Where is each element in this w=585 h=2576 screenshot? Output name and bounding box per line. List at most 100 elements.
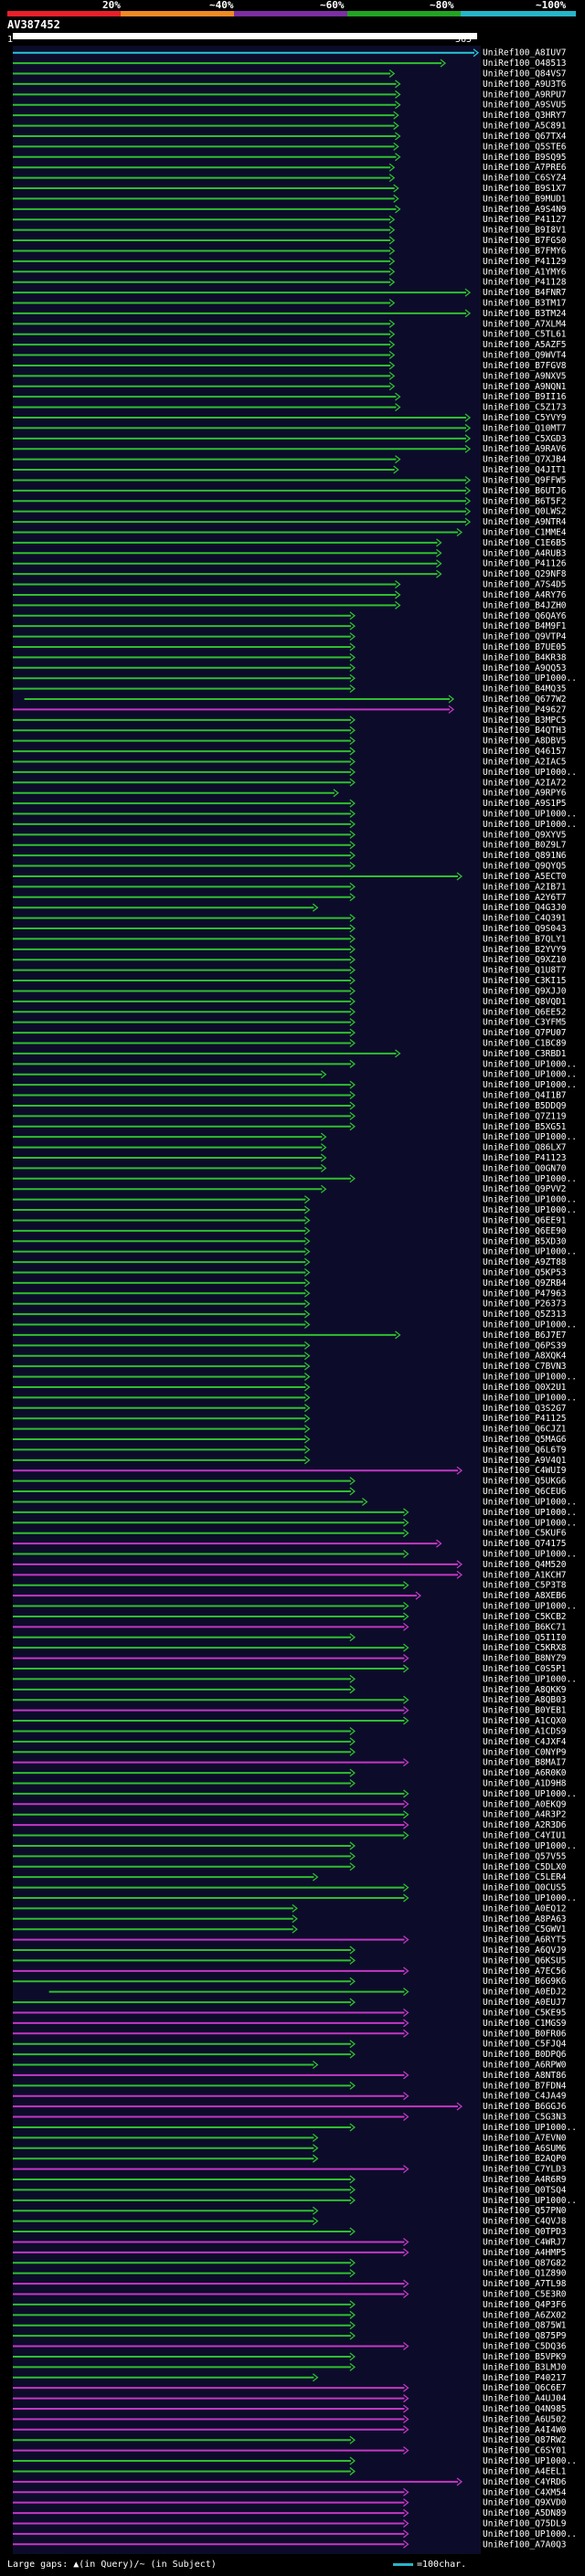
hit-label[interactable]: UniRef100_Q29NF8 (483, 569, 567, 579)
hit-row[interactable]: UniRef100_C5YVY9 (13, 413, 567, 423)
hit-row[interactable]: UniRef100_UP1000.. (13, 2196, 577, 2206)
hit-label[interactable]: UniRef100_C4YRD6 (483, 2477, 567, 2487)
hit-row[interactable]: UniRef100_UP1000.. (13, 1841, 577, 1851)
hit-row[interactable]: UniRef100_A2IA72 (13, 778, 567, 788)
hit-row[interactable]: UniRef100_A9V4Q1 (13, 1456, 567, 1466)
hit-label[interactable]: UniRef100_A0EKQ9 (483, 1799, 567, 1809)
hit-row[interactable]: UniRef100_A8DBV5 (13, 737, 567, 747)
hit-row[interactable]: UniRef100_A7S4D5 (13, 580, 567, 590)
hit-label[interactable]: UniRef100_C6SY01 (483, 2446, 567, 2456)
hit-row[interactable]: UniRef100_A4R6R9 (13, 2175, 567, 2185)
hit-label[interactable]: UniRef100_B2YVY9 (483, 945, 567, 955)
hit-row[interactable]: UniRef100_B6T5F2 (13, 496, 567, 506)
hit-label[interactable]: UniRef100_B7FGS0 (483, 236, 567, 246)
hit-label[interactable]: UniRef100_UP1000.. (483, 1132, 577, 1142)
hit-label[interactable]: UniRef100_C7BVN3 (483, 1362, 567, 1372)
hit-row[interactable]: UniRef100_A6ZX02 (13, 2310, 567, 2320)
hit-label[interactable]: UniRef100_A8DBV5 (483, 737, 567, 747)
hit-row[interactable]: UniRef100_P49627 (13, 705, 567, 715)
hit-label[interactable]: UniRef100_C5G3N3 (483, 2113, 567, 2123)
hit-label[interactable]: UniRef100_Q87RW2 (483, 2435, 567, 2445)
hit-row[interactable]: UniRef100_UP1000.. (13, 1070, 577, 1080)
hit-row[interactable]: UniRef100_A0EDJ2 (48, 1988, 567, 1998)
hit-row[interactable]: UniRef100_B0Z9L7 (13, 841, 567, 851)
hit-label[interactable]: UniRef100_UP1000.. (483, 2456, 577, 2466)
hit-row[interactable]: UniRef100_UP1000.. (13, 2123, 577, 2133)
hit-row[interactable]: UniRef100_B9II16 (13, 392, 567, 402)
hit-label[interactable]: UniRef100_A8IUV7 (483, 48, 567, 58)
hit-label[interactable]: UniRef100_A2IA72 (483, 778, 567, 788)
hit-label[interactable]: UniRef100_Q0LWS2 (483, 507, 567, 517)
hit-label[interactable]: UniRef100_Q6L6T9 (483, 1445, 567, 1455)
hit-label[interactable]: UniRef100_A6RPW0 (483, 2061, 567, 2071)
hit-row[interactable]: UniRef100_C3YFM5 (13, 1018, 567, 1028)
hit-row[interactable]: UniRef100_B2YVY9 (13, 945, 567, 955)
hit-label[interactable]: UniRef100_A9NQN1 (483, 382, 567, 392)
hit-label[interactable]: UniRef100_Q7PU07 (483, 1028, 567, 1038)
hit-label[interactable]: UniRef100_P47963 (483, 1288, 567, 1299)
hit-row[interactable]: UniRef100_Q875P9 (13, 2331, 567, 2341)
hit-label[interactable]: UniRef100_UP1000.. (483, 1497, 577, 1507)
hit-label[interactable]: UniRef100_C5P3T8 (483, 1581, 567, 1591)
hit-label[interactable]: UniRef100_Q5UKG6 (483, 1477, 567, 1487)
hit-row[interactable]: UniRef100_UP1000.. (13, 1508, 577, 1518)
hit-row[interactable]: UniRef100_C5GWV1 (13, 1924, 567, 1935)
hit-label[interactable]: UniRef100_A4RUB3 (483, 548, 567, 558)
hit-label[interactable]: UniRef100_A8QB03 (483, 1695, 567, 1705)
hit-row[interactable]: UniRef100_B5DDQ9 (13, 1101, 567, 1111)
hit-row[interactable]: UniRef100_P41129 (13, 257, 567, 267)
hit-row[interactable]: UniRef100_B9SQ95 (13, 153, 567, 163)
hit-row[interactable]: UniRef100_Q5I1I0 (13, 1633, 567, 1643)
hit-label[interactable]: UniRef100_Q57PN0 (483, 2206, 567, 2216)
hit-row[interactable]: UniRef100_A9NTR4 (13, 517, 567, 527)
hit-label[interactable]: UniRef100_Q8VQD1 (483, 997, 567, 1007)
hit-label[interactable]: UniRef100_B6T5F2 (483, 496, 567, 506)
hit-label[interactable]: UniRef100_B3MPC5 (483, 716, 567, 726)
hit-row[interactable]: UniRef100_Q875W1 (13, 2321, 567, 2331)
hit-row[interactable]: UniRef100_Q5STE6 (13, 142, 567, 152)
hit-label[interactable]: UniRef100_Q5Z313 (483, 1309, 567, 1320)
hit-row[interactable]: UniRef100_B7FGV8 (13, 361, 567, 371)
hit-label[interactable]: UniRef100_Q1U8T7 (483, 966, 567, 976)
hit-row[interactable]: UniRef100_B3TM17 (13, 299, 567, 309)
hit-row[interactable]: UniRef100_Q4N985 (13, 2404, 567, 2414)
hit-label[interactable]: UniRef100_Q4I1B7 (483, 1091, 567, 1101)
hit-row[interactable]: UniRef100_A4R3P2 (13, 1810, 567, 1820)
hit-row[interactable]: UniRef100_A1CQX0 (13, 1716, 567, 1726)
hit-row[interactable]: UniRef100_C5KUF6 (13, 1529, 567, 1539)
hit-label[interactable]: UniRef100_Q0TPD3 (483, 2227, 567, 2237)
hit-row[interactable]: UniRef100_A1KCH7 (13, 1570, 567, 1580)
hit-label[interactable]: UniRef100_Q9XYV5 (483, 830, 567, 840)
hit-label[interactable]: UniRef100_UP1000.. (483, 1393, 577, 1403)
hit-label[interactable]: UniRef100_A0EUJ7 (483, 1998, 567, 2008)
hit-row[interactable]: UniRef100_A4I4W0 (13, 2425, 567, 2435)
hit-label[interactable]: UniRef100_UP1000.. (483, 768, 577, 778)
hit-row[interactable]: UniRef100_Q0TSQ4 (13, 2185, 567, 2195)
hit-label[interactable]: UniRef100_C5DQ36 (483, 2342, 567, 2352)
hit-label[interactable]: UniRef100_C4Q391 (483, 914, 567, 924)
hit-label[interactable]: UniRef100_Q9ZRB4 (483, 1278, 567, 1288)
hit-row[interactable]: UniRef100_A4HMP5 (13, 2248, 567, 2258)
hit-row[interactable]: UniRef100_UP1000.. (13, 1550, 577, 1560)
hit-row[interactable]: UniRef100_A1YMY6 (13, 267, 567, 277)
hit-label[interactable]: UniRef100_Q0TSQ4 (483, 2185, 567, 2195)
hit-row[interactable]: UniRef100_UP1000.. (13, 2456, 577, 2466)
hit-label[interactable]: UniRef100_C3KI15 (483, 976, 567, 986)
hit-label[interactable]: UniRef100_A6ZX02 (483, 2310, 567, 2320)
hit-label[interactable]: UniRef100_A1KCH7 (483, 1570, 567, 1580)
hit-label[interactable]: UniRef100_A1YMY6 (483, 267, 567, 277)
hit-row[interactable]: UniRef100_C1E6B5 (13, 538, 567, 548)
hit-row[interactable]: UniRef100_Q4I1B7 (13, 1091, 567, 1101)
hit-row[interactable]: UniRef100_A7TL98 (13, 2279, 567, 2289)
hit-label[interactable]: UniRef100_Q5KP53 (483, 1267, 567, 1277)
hit-label[interactable]: UniRef100_A9S1P5 (483, 799, 567, 809)
hit-label[interactable]: UniRef100_C5KUF6 (483, 1529, 567, 1539)
hit-label[interactable]: UniRef100_Q9QYQ5 (483, 862, 567, 872)
hit-row[interactable]: UniRef100_C4Q391 (13, 914, 567, 924)
hit-row[interactable]: UniRef100_C5FJQ4 (13, 2040, 567, 2050)
hit-label[interactable]: UniRef100_B0YEB1 (483, 1706, 567, 1716)
hit-row[interactable]: UniRef100_Q3S2G7 (13, 1404, 567, 1414)
hit-row[interactable]: UniRef100_A7EC56 (13, 1966, 567, 1977)
hit-row[interactable]: UniRef100_Q9XYV5 (13, 830, 567, 840)
hit-label[interactable]: UniRef100_UP1000.. (483, 1247, 577, 1257)
